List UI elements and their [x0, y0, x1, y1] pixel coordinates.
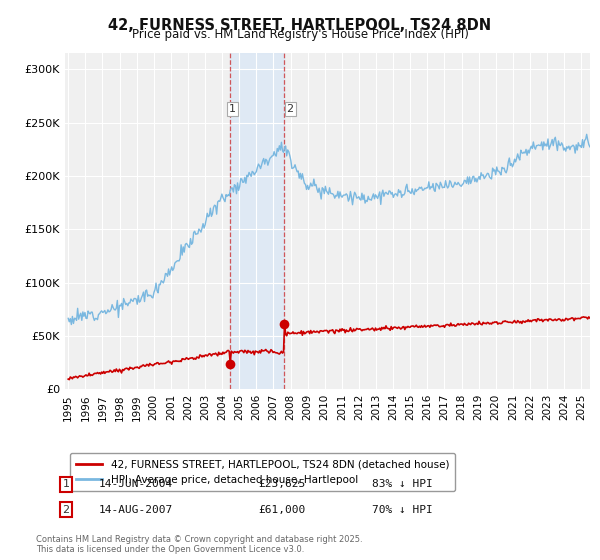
Text: 42, FURNESS STREET, HARTLEPOOL, TS24 8DN: 42, FURNESS STREET, HARTLEPOOL, TS24 8DN	[109, 18, 491, 34]
Text: Contains HM Land Registry data © Crown copyright and database right 2025.
This d: Contains HM Land Registry data © Crown c…	[36, 535, 362, 554]
Text: 1: 1	[229, 104, 236, 114]
Text: 83% ↓ HPI: 83% ↓ HPI	[372, 479, 433, 489]
Text: £61,000: £61,000	[258, 505, 305, 515]
Bar	[230, 53, 284, 389]
Legend: 42, FURNESS STREET, HARTLEPOOL, TS24 8DN (detached house), HPI: Average price, d: 42, FURNESS STREET, HARTLEPOOL, TS24 8DN…	[70, 453, 455, 491]
Text: 2: 2	[62, 505, 70, 515]
Text: 2: 2	[287, 104, 294, 114]
Text: 14-AUG-2007: 14-AUG-2007	[99, 505, 173, 515]
Text: 70% ↓ HPI: 70% ↓ HPI	[372, 505, 433, 515]
Text: 14-JUN-2004: 14-JUN-2004	[99, 479, 173, 489]
Text: £23,625: £23,625	[258, 479, 305, 489]
Text: Price paid vs. HM Land Registry's House Price Index (HPI): Price paid vs. HM Land Registry's House …	[131, 28, 469, 41]
Text: 1: 1	[62, 479, 70, 489]
